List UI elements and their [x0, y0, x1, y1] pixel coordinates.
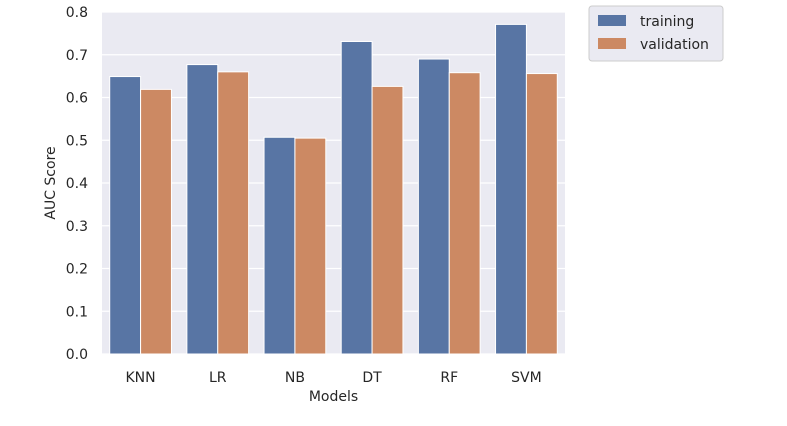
legend-label-validation: validation [640, 37, 709, 53]
legend-swatch-validation [598, 38, 626, 49]
x-tick-label: KNN [126, 370, 156, 386]
y-tick-label: 0.3 [66, 219, 88, 235]
x-axis-ticks: KNN LR NB DT RF SVM [126, 370, 542, 386]
bar-training-rf [417, 58, 450, 355]
bar-training-dt [340, 40, 373, 355]
y-axis-ticks: 0.0 0.1 0.2 0.3 0.4 0.5 0.6 0.7 0.8 [66, 5, 88, 363]
bar-validation-rf [448, 72, 481, 355]
legend: training validation [588, 5, 724, 62]
x-tick-label: LR [209, 370, 227, 386]
y-tick-label: 0.7 [66, 48, 88, 64]
bar-training-nb [263, 136, 296, 355]
bar-training-lr [186, 64, 219, 355]
x-axis-label: Models [309, 389, 358, 405]
bar-training-knn [109, 76, 142, 355]
x-tick-label: RF [440, 370, 458, 386]
y-tick-label: 0.5 [66, 133, 88, 149]
y-tick-label: 0.2 [66, 262, 88, 278]
y-tick-label: 0.6 [66, 91, 88, 107]
x-tick-label: DT [362, 370, 382, 386]
bar-validation-knn [140, 88, 172, 355]
y-tick-label: 0.4 [66, 176, 88, 192]
bar-validation-svm [525, 73, 558, 355]
bar-validation-nb [294, 137, 327, 355]
legend-swatch-training [598, 15, 626, 26]
y-tick-label: 0.0 [66, 347, 88, 363]
bars [109, 23, 558, 355]
bar-validation-lr [217, 71, 250, 355]
y-axis-label: AUC Score [43, 146, 59, 219]
bar-validation-dt [371, 85, 404, 355]
x-tick-label: NB [285, 370, 305, 386]
legend-label-training: training [640, 14, 694, 30]
bar-training-svm [495, 23, 527, 355]
x-tick-label: SVM [511, 370, 542, 386]
y-tick-label: 0.1 [66, 304, 88, 320]
grid-lines [102, 11, 565, 355]
y-tick-label: 0.8 [66, 5, 88, 21]
